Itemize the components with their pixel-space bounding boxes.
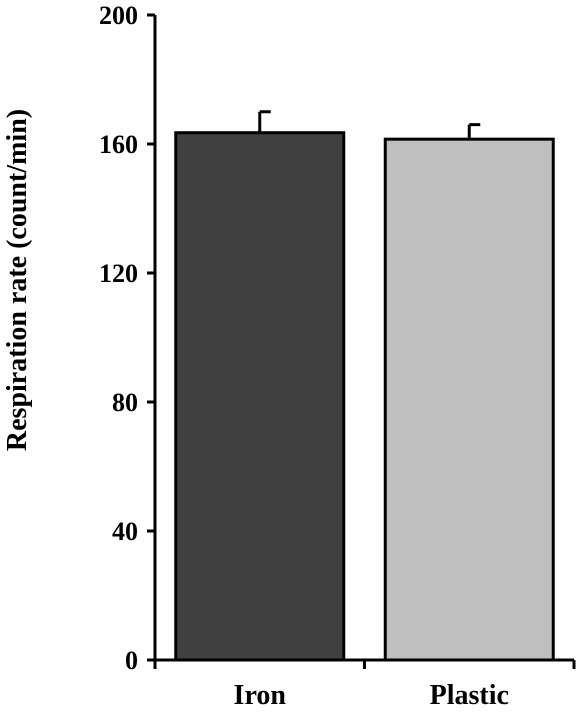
y-tick-label: 160: [99, 130, 138, 159]
y-tick-label: 80: [112, 388, 138, 417]
y-tick-label: 200: [99, 1, 138, 30]
y-tick-label: 120: [99, 259, 138, 288]
y-axis: 0 40 80 120 160 200: [99, 1, 157, 675]
y-axis-title: Respiration rate (count/min): [2, 109, 33, 451]
x-axis: Iron Plastic: [153, 658, 576, 711]
x-tick-label: Plastic: [430, 680, 509, 711]
bar-iron: [174, 131, 346, 662]
y-tick-label: 0: [125, 646, 138, 675]
bars: [174, 110, 555, 662]
bar-plastic: [383, 137, 555, 662]
x-tick-label: Iron: [234, 680, 287, 711]
y-tick-label: 40: [112, 517, 138, 546]
